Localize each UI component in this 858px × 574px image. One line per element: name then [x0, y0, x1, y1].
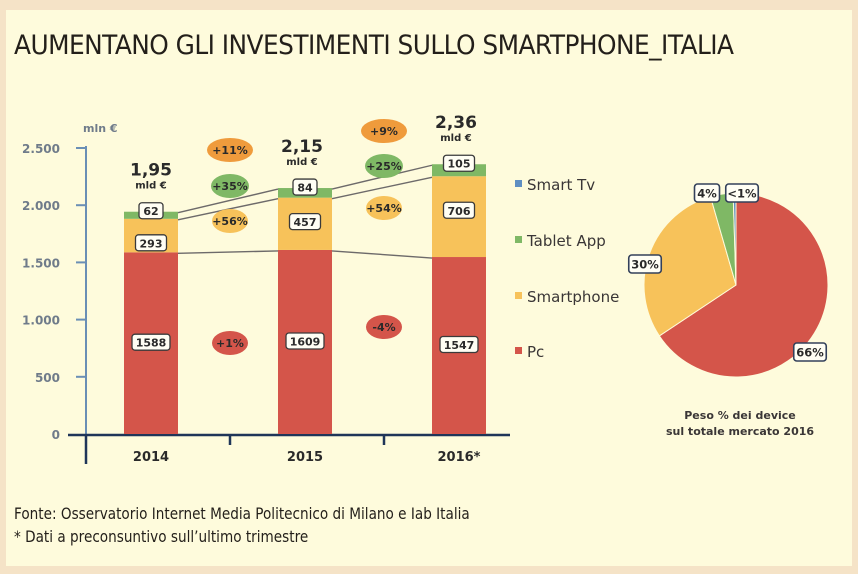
growth-badge-pc: [212, 331, 248, 355]
value-label: 706: [448, 205, 471, 218]
total-unit: mld €: [286, 157, 317, 168]
growth-badge-total: [361, 119, 407, 143]
legend-swatch-tablet-app: [515, 236, 522, 243]
value-label-box: [288, 212, 322, 231]
value-label: 1609: [290, 335, 321, 348]
value-label: 1547: [444, 339, 475, 352]
y-axis-label: mln €: [83, 122, 118, 135]
pie-label-box: [693, 183, 721, 203]
legend-label: Smartphone: [527, 288, 620, 306]
growth-label-pc: -4%: [372, 321, 395, 334]
pie-caption-line2: sul totale mercato 2016: [665, 425, 815, 438]
value-label: 62: [143, 205, 158, 218]
footnote: * Dati a preconsuntivo sull’ultimo trime…: [14, 527, 309, 546]
page-title: AUMENTANO GLI INVESTIMENTI SULLO SMARTPH…: [14, 30, 734, 61]
y-tick-label: 2.500: [22, 142, 60, 156]
pie-caption-line1: Peso % dei device: [684, 409, 796, 422]
growth-label-total: +11%: [212, 144, 248, 157]
growth-label-tablet_app: +25%: [366, 160, 402, 173]
pie-label-smartphone: 30%: [631, 258, 659, 272]
growth-badge-total: [207, 138, 253, 162]
growth-label-smartphone: +54%: [366, 202, 402, 215]
legend-item-smart-tv: Smart Tv: [515, 176, 595, 194]
growth-badge-smartphone: [212, 209, 248, 233]
x-tick-label: 2015: [287, 450, 323, 465]
y-tick-label: 500: [35, 371, 60, 385]
pie-label-box: [724, 183, 760, 203]
connector-smartphone: [331, 176, 433, 200]
growth-badge-smartphone: [366, 196, 402, 220]
total-value: 1,95: [130, 161, 172, 181]
pie-label-box: [627, 254, 663, 274]
value-label-box: [442, 154, 476, 172]
x-tick-label: 2014: [133, 450, 169, 465]
y-tick-label: 1.000: [22, 314, 60, 328]
value-label-box: [285, 332, 325, 350]
legend-label: Smart Tv: [527, 176, 596, 194]
bar-chart: 0 500 1.000 1.500 2.000 2.500 mln € 1588 293 62 20…: [22, 113, 510, 465]
connector-pc: [331, 250, 433, 259]
pie-caption: Peso % dei device sul totale mercato 201…: [640, 408, 840, 440]
legend-label: Pc: [527, 343, 545, 361]
value-label-box: [134, 234, 168, 252]
value-label: 293: [140, 237, 163, 250]
value-label: 105: [448, 158, 471, 171]
value-label: 457: [294, 216, 317, 229]
value-label-box: [292, 178, 318, 196]
pie-label-box: [792, 342, 828, 362]
legend-item-pc: Pc: [515, 343, 544, 361]
pie-slice-smartphone: [643, 195, 737, 337]
value-label-box: [138, 202, 164, 220]
y-tick-label: 0: [52, 428, 60, 442]
legend-item-tablet-app: Tablet App: [515, 232, 606, 250]
value-label-box: [439, 335, 479, 354]
pie-chart: 66% 30% 4% <1%: [627, 183, 829, 378]
y-tick-label: 2.000: [22, 199, 60, 213]
growth-badge-tablet_app: [365, 154, 403, 178]
legend-label: Tablet App: [527, 232, 606, 250]
growth-label-tablet_app: +35%: [212, 180, 248, 193]
growth-badge-tablet_app: [211, 174, 249, 198]
x-tick-label: 2016*: [438, 450, 481, 465]
total-unit: mld €: [135, 181, 166, 192]
value-label: 1588: [136, 337, 167, 350]
growth-badge-pc: [366, 315, 402, 339]
legend-swatch-smartphone: [515, 292, 522, 299]
growth-label-smartphone: +56%: [212, 215, 248, 228]
pie-label-tablet_app: 4%: [697, 187, 717, 201]
legend-item-smartphone: Smartphone: [515, 288, 619, 306]
legend-swatch-smart-tv: [515, 180, 522, 187]
legend-swatch-pc: [515, 347, 522, 354]
growth-label-pc: +1%: [216, 337, 244, 350]
pie-label-pc: 66%: [796, 346, 824, 360]
total-value: 2,15: [281, 137, 323, 157]
value-label: 84: [297, 182, 313, 195]
pie-slice-pc: [658, 192, 829, 378]
pie-label-smart_tv: <1%: [727, 187, 757, 201]
growth-label-total: +9%: [370, 125, 398, 138]
connector-pc: [177, 250, 279, 255]
value-label-box: [131, 333, 171, 351]
source-note: Fonte: Osservatorio Internet Media Polit…: [14, 504, 470, 523]
value-label-box: [442, 201, 476, 219]
y-tick-label: 1.500: [22, 256, 60, 270]
total-value: 2,36: [435, 113, 477, 133]
total-unit: mld €: [440, 133, 471, 144]
connector-tablet_app: [177, 188, 279, 214]
